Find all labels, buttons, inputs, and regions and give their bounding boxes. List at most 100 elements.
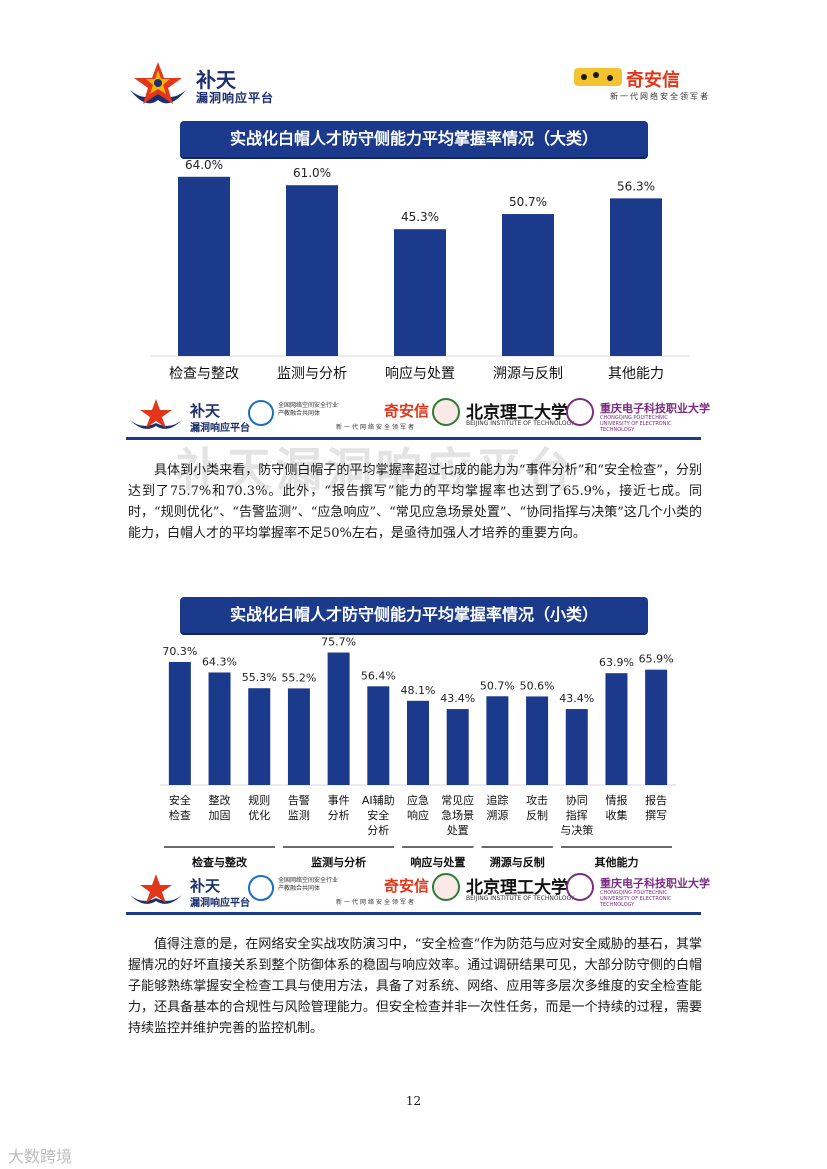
strip-cqpu-name: 重庆电子科技职业大学: [600, 402, 710, 415]
chart2-category-label: 处置: [447, 824, 469, 837]
chart2-category-label: 加固: [209, 809, 231, 822]
strip-cqpu-english: CHONGQING POLYTECHNIC UNIVERSITY OF ELEC…: [600, 415, 672, 433]
strip-bit-name: 北京理工大学: [466, 878, 568, 898]
chart2-category-label: 响应: [407, 808, 429, 822]
chart2-category-label: 安全: [367, 808, 389, 822]
paragraph-1: 具体到小类来看，防守侧白帽子的平均掌握率超过七成的能力为“事件分析”和“安全检查…: [128, 463, 702, 541]
chart1-category-label: 溯源与反制: [493, 366, 563, 382]
chart2-category-label: AI辅助: [362, 793, 395, 807]
cqpu-seal-icon: [566, 398, 594, 426]
chart2-category-label: 急场景: [441, 808, 474, 822]
chart2-category-label: 规则: [248, 793, 270, 807]
chart2-data-label: 50.6%: [520, 679, 555, 692]
chart2-category-label: 分析: [328, 808, 350, 822]
source-watermark-text: 大数跨境: [8, 1147, 73, 1166]
chart2-group-label: 检查与整改: [192, 855, 248, 869]
chart2-category-label: 常见应: [441, 793, 474, 807]
chart1-category-label: 检查与整改: [169, 366, 239, 382]
chart2-data-label: 48.1%: [401, 684, 436, 697]
chart1-data-label: 45.3%: [401, 210, 439, 224]
paragraph-2: 值得注意的是，在网络安全实战攻防演习中，“安全检查”作为防范与应对安全威胁的基石…: [128, 937, 702, 1036]
chart2-category-label: 情报: [605, 793, 627, 807]
chart2-category-label: 告警: [288, 793, 310, 807]
chart1-category-label: 其他能力: [608, 366, 664, 382]
chart2-category-label: 与决策: [560, 823, 593, 837]
chart2-category-label: 整改: [209, 793, 231, 807]
chart2-data-label: 43.4%: [440, 692, 475, 705]
chart1-data-label: 56.3%: [617, 179, 655, 193]
chart1-bar: [502, 214, 554, 356]
page-number: 12: [405, 1094, 422, 1108]
alliance-seal-icon: [248, 400, 274, 426]
chart2-bar: [208, 672, 231, 785]
strip-divider: [126, 437, 701, 440]
chart2-category-label: 指挥: [566, 808, 588, 822]
butian-star-icon: [130, 399, 182, 429]
bit-seal-icon: [432, 873, 460, 901]
chart2-category-label: 安全: [169, 793, 191, 807]
chart2-category-label: 应急: [407, 793, 429, 807]
chart2-bar: [407, 700, 429, 785]
chart2-data-label: 50.7%: [480, 679, 515, 692]
butian-star-icon: [130, 62, 186, 104]
chart2-data-label: 43.4%: [559, 692, 594, 705]
chart2-data-label: 55.3%: [242, 671, 277, 684]
qianxin-logo: 奇安信 新一代网络安全领军者: [572, 64, 708, 104]
strip-qianxin-slogan: 新一代网络安全领军者: [336, 424, 417, 431]
strip-butian-subtitle: 漏洞响应平台: [190, 423, 250, 434]
chart1-bar: [394, 229, 446, 356]
strip-qianxin-slogan: 新一代网络安全领军者: [336, 899, 417, 906]
strip-qianxin-name: 奇安信: [384, 877, 430, 895]
chart2-category-label: 检查: [169, 808, 191, 822]
strip-cqpu-name: 重庆电子科技职业大学: [600, 877, 710, 890]
chart2-category-label: 攻击: [526, 793, 548, 807]
strip-qianxin-name: 奇安信: [384, 402, 430, 420]
chart2-category-label: 反制: [526, 809, 548, 822]
chart2-data-label: 63.9%: [599, 656, 634, 669]
chart2-bar: [645, 669, 668, 785]
chart2-bar: [446, 709, 469, 785]
chart2-group-label: 其他能力: [594, 855, 638, 869]
strip-bit-english: BEIJING INSTITUTE OF TECHNOLOGY: [466, 420, 575, 427]
partner-logo-strip-2: 补天 漏洞响应平台 全国网络空间安全行业产教融合共同体 奇安信 新一代网络安全领…: [126, 873, 710, 915]
chart2-bar: [168, 661, 191, 785]
chart2-bar: [367, 686, 390, 785]
chart1-data-label: 64.0%: [185, 158, 223, 172]
chart2-bar: [605, 673, 628, 785]
chart1-bar: [610, 198, 662, 356]
chart2-bar: [327, 652, 350, 785]
chart2-bar: [248, 688, 271, 785]
cqpu-seal-icon: [566, 873, 594, 901]
bit-seal-icon: [432, 398, 460, 426]
chart2-category-label: 追踪: [486, 793, 508, 807]
chart2-data-label: 70.3%: [162, 645, 197, 658]
butian-star-icon: [130, 874, 182, 904]
chart2-bar: [486, 696, 509, 785]
strip-divider: [126, 912, 701, 915]
strip-bit-name: 北京理工大学: [466, 403, 568, 423]
chart-big-title: 实战化白帽人才防守侧能力平均掌握率情况（大类）: [180, 121, 648, 157]
chart1-category-label: 响应与处置: [385, 365, 455, 382]
chart1-bar: [286, 185, 338, 356]
chart2-category-label: 报告: [645, 793, 667, 807]
chart-small-title: 实战化白帽人才防守侧能力平均掌握率情况（小类）: [180, 597, 648, 633]
butian-logo-name: 补天: [196, 68, 236, 92]
partner-logo-strip-1: 补天 漏洞响应平台 全国网络空间安全行业产教融合共同体 奇安信 新一代网络安全领…: [126, 398, 710, 440]
chart2-group-label: 监测与分析: [311, 855, 366, 869]
alliance-seal-icon: [248, 875, 274, 901]
chart2-data-label: 65.9%: [639, 653, 674, 666]
butian-logo: 补天 漏洞响应平台: [126, 60, 296, 110]
chart2-data-label: 75.7%: [321, 636, 356, 649]
chart2-category-label: 撰写: [645, 808, 667, 822]
chart2-category-label: 协同: [566, 793, 588, 807]
strip-alliance-name: 全国网络空间安全行业产教融合共同体: [278, 402, 339, 417]
chart2-category-label: 溯源: [486, 808, 508, 822]
chart2-category-label: 分析: [367, 823, 389, 837]
chart1-data-label: 50.7%: [509, 195, 547, 209]
chart2-category-label: 事件: [328, 794, 350, 807]
chart2-category-label: 收集: [605, 808, 627, 822]
chart1-bar: [178, 176, 230, 356]
qianxin-logo-name: 奇安信: [626, 70, 680, 91]
chart2-group-label: 溯源与反制: [490, 855, 545, 869]
